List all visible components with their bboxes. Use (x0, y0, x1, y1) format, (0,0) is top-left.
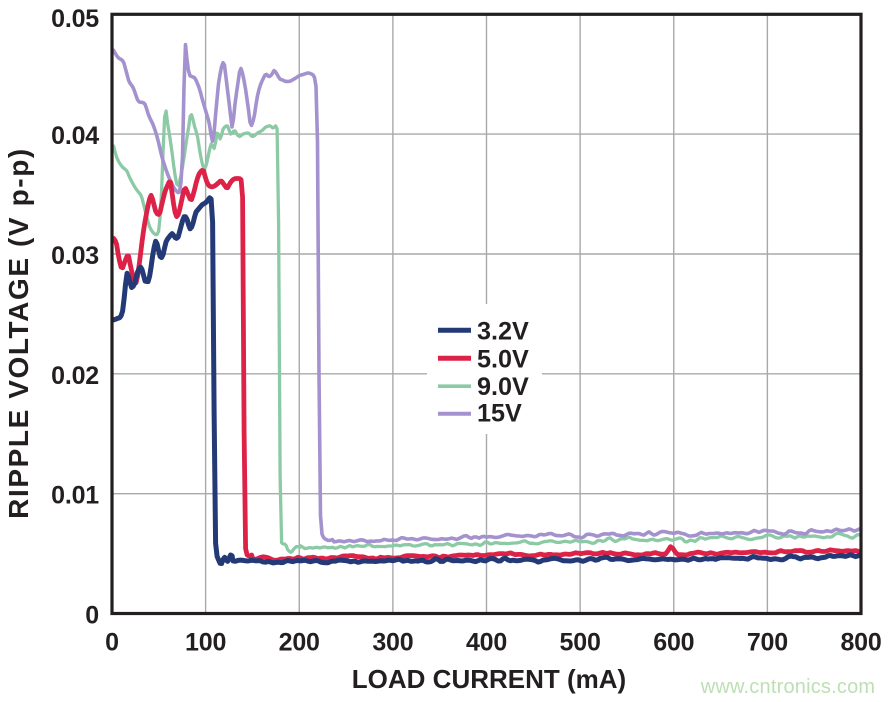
svg-text:400: 400 (466, 629, 507, 657)
svg-text:LOAD CURRENT (mA): LOAD CURRENT (mA) (352, 664, 626, 694)
svg-text:500: 500 (560, 629, 601, 657)
svg-text:200: 200 (279, 629, 320, 657)
svg-text:0: 0 (85, 602, 99, 630)
svg-text:800: 800 (840, 629, 881, 657)
svg-text:RIPPLE VOLTAGE (V p-p): RIPPLE VOLTAGE (V p-p) (3, 147, 34, 519)
svg-text:5.0V: 5.0V (477, 345, 529, 373)
svg-text:9.0V: 9.0V (477, 373, 529, 401)
svg-text:www.cntronics.com: www.cntronics.com (700, 676, 876, 698)
svg-text:300: 300 (372, 629, 413, 657)
svg-text:0.04: 0.04 (51, 122, 99, 150)
svg-text:600: 600 (653, 629, 694, 657)
svg-text:0.02: 0.02 (51, 362, 99, 390)
svg-text:100: 100 (185, 629, 226, 657)
svg-text:0: 0 (105, 629, 119, 657)
svg-text:700: 700 (747, 629, 788, 657)
svg-text:0.03: 0.03 (51, 242, 99, 270)
svg-text:3.2V: 3.2V (477, 318, 529, 346)
svg-text:0.01: 0.01 (51, 482, 99, 510)
svg-text:0.05: 0.05 (51, 5, 99, 33)
svg-text:15V: 15V (477, 399, 522, 427)
